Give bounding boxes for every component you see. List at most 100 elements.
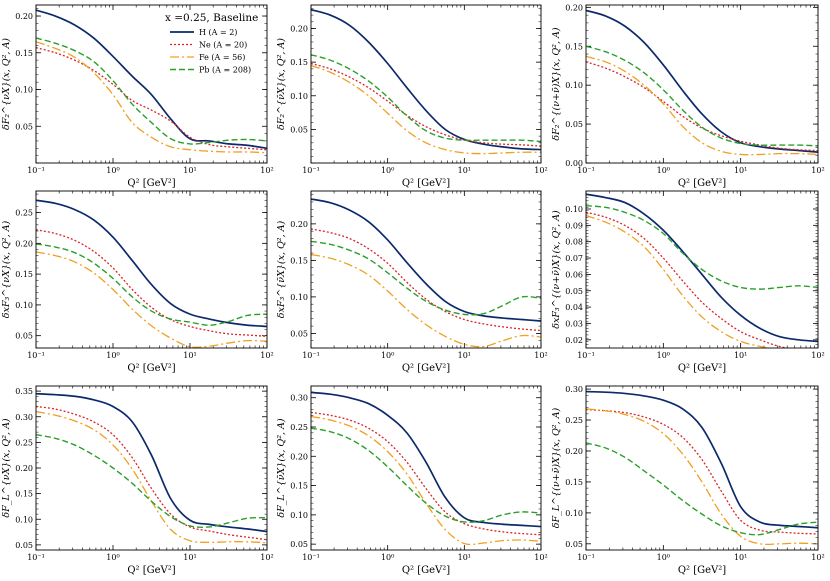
series-line-pb [586,45,818,147]
series-line-fe [311,64,541,155]
x-tick-label: 10¹ [734,166,747,175]
x-tick-label: 10² [260,553,273,562]
plot-frame [35,4,268,164]
x-tick-label: 10² [534,553,547,562]
x-tick-label: 10⁰ [381,166,394,175]
x-tick-label: 10⁻¹ [302,166,320,175]
chart-panel-2: 10⁻¹ 10⁰ 10¹ 10² 0.05 0.10 0.15 0.20 Q² [GeV²] δF… [276,4,548,189]
legend-label-ne: Ne (A = 20) [199,41,247,50]
y-tick-label: 0.05 [290,329,308,338]
y-axis-label: δxF₃^{νX}(x, Q², A) [1,221,12,319]
y-tick-label: 0.15 [290,58,308,67]
y-tick-label: 0.20 [15,464,33,473]
x-tick-label: 10² [811,166,824,175]
x-tick-label: 10² [811,553,824,562]
series-group [586,390,818,546]
y-tick-label: 0.05 [290,125,308,134]
x-tick-label: 10⁰ [657,166,670,175]
x-axis-label: Q² [GeV²] [127,178,175,189]
series-group [311,391,541,546]
series-line-h [311,8,541,151]
y-tick-label: 0.20 [290,452,308,461]
x-axis-label: Q² [GeV²] [402,178,450,189]
series-line-pb [586,205,818,290]
x-tick-label: 10⁰ [657,351,670,360]
series-line-ne [36,46,267,151]
x-tick-label: 10⁻¹ [27,553,45,562]
y-tick-label: 0.10 [290,293,308,302]
y-tick-label: 0.25 [15,438,33,447]
y-tick-label: 0.25 [290,423,308,432]
y-tick-label: 0.15 [15,270,33,279]
y-tick-label: 0.05 [565,540,583,549]
series-line-fe [586,408,818,546]
series-line-ne [586,61,818,152]
series-line-h [36,392,267,533]
plot-frame [585,4,819,164]
y-tick-label: 0.05 [15,541,33,550]
x-tick-label: 10⁻¹ [577,351,595,360]
y-axis-label: δF₂^{ν̄X}(x, Q², A) [276,38,287,130]
y-tick-label: 0.30 [15,413,33,422]
series-line-ne [586,211,792,348]
legend-label-fe: Fe (A = 56) [199,53,245,62]
x-axis-label: Q² [GeV²] [402,363,450,374]
x-tick-label: 10⁰ [381,351,394,360]
plot-frame [585,385,819,551]
x-axis-label: Q² [GeV²] [678,565,726,576]
series-line-fe [36,251,267,348]
x-axis-label: Q² [GeV²] [678,178,726,189]
plot-frame [585,190,819,349]
series-line-h [586,193,818,343]
x-tick-label: 10¹ [183,351,196,360]
chart-panel-4: 10⁻¹ 10⁰ 10¹ 10² 0.05 0.10 0.15 0.20 0.25 Q² [GeV… [1,190,274,374]
y-tick-label: 0.25 [15,209,33,218]
series-group [36,392,267,544]
y-tick-label: 0.00 [565,159,583,168]
y-axis-label: δF₂^{(ν+ν̄)X}(x, Q², A) [551,27,562,140]
y-tick-label: 0.10 [290,511,308,520]
y-tick-label: 0.25 [565,416,583,425]
y-axis-label: δF_L^{(ν+ν̄)X}(x, Q², A) [551,408,562,529]
y-tick-label: 0.05 [15,332,33,341]
x-axis-label: Q² [GeV²] [678,363,726,374]
y-tick-label: 0.15 [290,482,308,491]
chart-panel-7: 10⁻¹ 10⁰ 10¹ 10² 0.05 0.10 0.15 0.20 0.25 0.30 0.3… [1,385,274,576]
y-tick-label: 0.04 [565,303,583,312]
y-tick-label: 0.20 [565,3,583,12]
y-tick-label: 0.10 [15,515,33,524]
x-tick-label: 10⁰ [106,351,119,360]
series-line-h [311,198,541,322]
series-group [311,198,541,348]
y-tick-label: 0.15 [290,256,308,265]
series-line-pb [311,240,541,316]
y-tick-label: 0.20 [290,220,308,229]
y-tick-label: 0.07 [565,254,583,263]
y-axis-label: δF_L^{ν̄X}(x, Q², A) [276,418,287,518]
legend-title: x =0.25, Baseline [165,12,258,24]
series-line-h [36,9,267,150]
y-tick-label: 0.05 [565,120,583,129]
legend-label-h: H (A = 2) [199,28,237,37]
y-tick-label: 0.30 [565,385,583,394]
x-tick-label: 10¹ [183,166,196,175]
series-line-pb [586,442,818,536]
chart-panel-8: 10⁻¹ 10⁰ 10¹ 10² 0.05 0.10 0.15 0.20 0.25 0.30 Q² … [276,385,548,576]
x-tick-label: 10⁰ [106,553,119,562]
plot-frame [35,385,268,551]
y-tick-label: 0.08 [565,238,583,247]
y-tick-label: 0.20 [15,239,33,248]
x-tick-label: 10² [534,166,547,175]
series-line-h [36,199,267,328]
series-line-pb [311,54,541,143]
y-tick-label: 0.15 [565,478,583,487]
series-line-ne [586,408,818,535]
x-tick-label: 10¹ [183,553,196,562]
chart-panel-3: 10⁻¹ 10⁰ 10¹ 10² 0.00 0.05 0.10 0.15 0.20 Q² [GeV… [551,3,825,189]
series-line-ne [36,405,267,541]
x-tick-label: 10⁻¹ [27,166,45,175]
series-group [586,9,818,156]
x-tick-label: 10⁰ [381,553,394,562]
plot-frame [310,4,542,164]
y-tick-label: 0.10 [565,81,583,90]
